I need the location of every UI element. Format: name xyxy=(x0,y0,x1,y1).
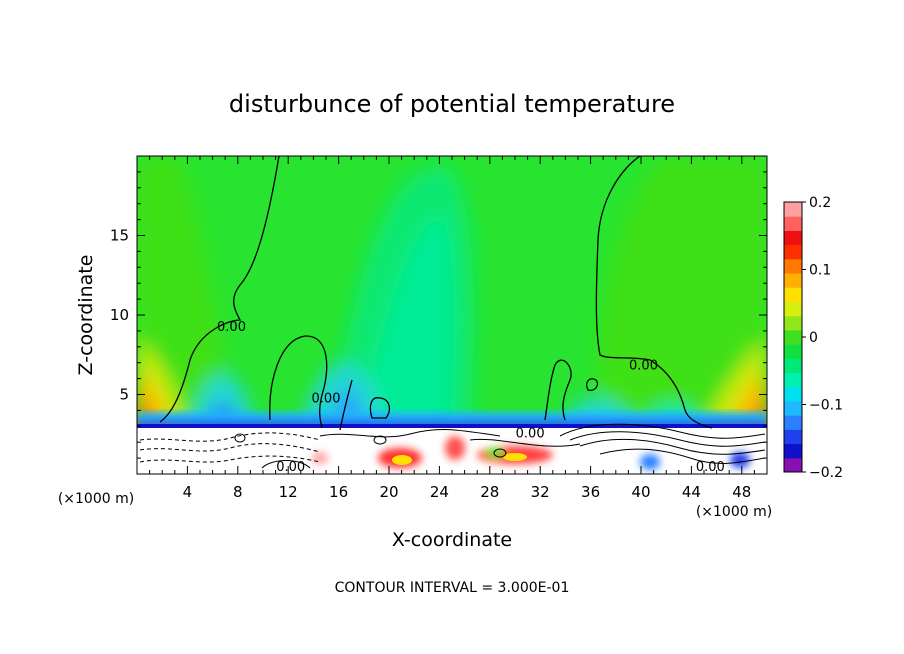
contour-label: 0.00 xyxy=(696,460,725,475)
contour-label: 0.00 xyxy=(217,320,246,335)
colorbar-tick-label: 0.1 xyxy=(809,263,831,279)
colorbar-swatch xyxy=(784,230,802,246)
y-axis-ticks: 5 10 15 xyxy=(110,171,767,459)
colorbar-tick-label: −0.1 xyxy=(809,398,843,414)
colorbar-swatch xyxy=(784,329,802,345)
colorbar-tick-label: −0.2 xyxy=(809,465,843,481)
colorbar-swatch xyxy=(784,429,802,445)
contour-label: 0.00 xyxy=(629,358,658,373)
contour-interval-note: CONTOUR INTERVAL = 3.000E-01 xyxy=(335,580,570,596)
colorbar-swatch xyxy=(784,315,802,331)
x-tick-label: 40 xyxy=(631,483,650,501)
x-unit-right: (×1000 m) xyxy=(696,504,772,520)
x-tick-label: 24 xyxy=(430,483,449,501)
colorbar-swatch xyxy=(784,344,802,359)
x-tick-label: 16 xyxy=(329,483,348,501)
x-tick-label: 32 xyxy=(531,483,550,501)
plot-area: 0.000.000.000.000.00 0.00 4 8 12 16 20 24 28 32 3… xyxy=(110,155,768,501)
x-tick-label: 12 xyxy=(279,483,298,501)
colorbar-swatch xyxy=(784,244,802,260)
x-unit-left: (×1000 m) xyxy=(58,491,134,507)
colorbar-swatch xyxy=(784,258,802,274)
colorbar-swatch xyxy=(784,415,802,430)
colorbar-swatch xyxy=(784,273,802,288)
contour-label: 0.00 xyxy=(276,460,305,475)
colorbar-swatch xyxy=(784,216,802,231)
contour-label: 0.00 xyxy=(312,392,341,407)
colorbar: 0.2 0.1 0 −0.1 −0.2 xyxy=(783,195,843,481)
colorbar-swatch xyxy=(784,301,802,317)
colorbar-swatch xyxy=(784,386,802,402)
x-tick-label: 4 xyxy=(183,483,193,501)
colorbar-tick-label: 0.2 xyxy=(809,195,831,211)
colorbar-swatch xyxy=(784,358,802,374)
chart-title: disturbunce of potential temperature xyxy=(229,90,675,118)
x-axis-label: X-coordinate xyxy=(392,529,512,551)
x-axis-ticks: 4 8 12 16 20 24 28 32 36 40 44 48 xyxy=(149,156,755,501)
x-tick-label: 48 xyxy=(732,483,751,501)
x-tick-label: 36 xyxy=(581,483,600,501)
colorbar-tick-label: 0 xyxy=(809,330,818,346)
x-tick-label: 44 xyxy=(682,483,701,501)
heatmap-field: 0.00 0.00 0.00 0.00 0.00 0.00 xyxy=(137,156,767,475)
colorbar-ticks: 0.2 0.1 0 −0.1 −0.2 xyxy=(802,195,843,481)
colorbar-swatch xyxy=(784,202,802,217)
y-tick-label: 5 xyxy=(119,386,129,404)
colorbar-swatch xyxy=(784,443,802,459)
y-tick-label: 10 xyxy=(110,306,129,324)
contour-labels: 0.00 0.00 0.00 0.00 0.00 0.00 xyxy=(217,320,725,475)
colorbar-swatch xyxy=(784,457,802,473)
y-axis-label: Z-coordinate xyxy=(75,255,97,376)
colorbar-swatches xyxy=(784,202,802,473)
colorbar-swatch xyxy=(784,372,802,388)
y-tick-label: 15 xyxy=(110,227,129,245)
contour-label: 0.00 xyxy=(516,427,545,442)
colorbar-swatch xyxy=(784,400,802,416)
x-tick-label: 20 xyxy=(379,483,398,501)
colorbar-swatch xyxy=(784,287,802,302)
x-tick-label: 8 xyxy=(233,483,243,501)
x-tick-label: 28 xyxy=(480,483,499,501)
